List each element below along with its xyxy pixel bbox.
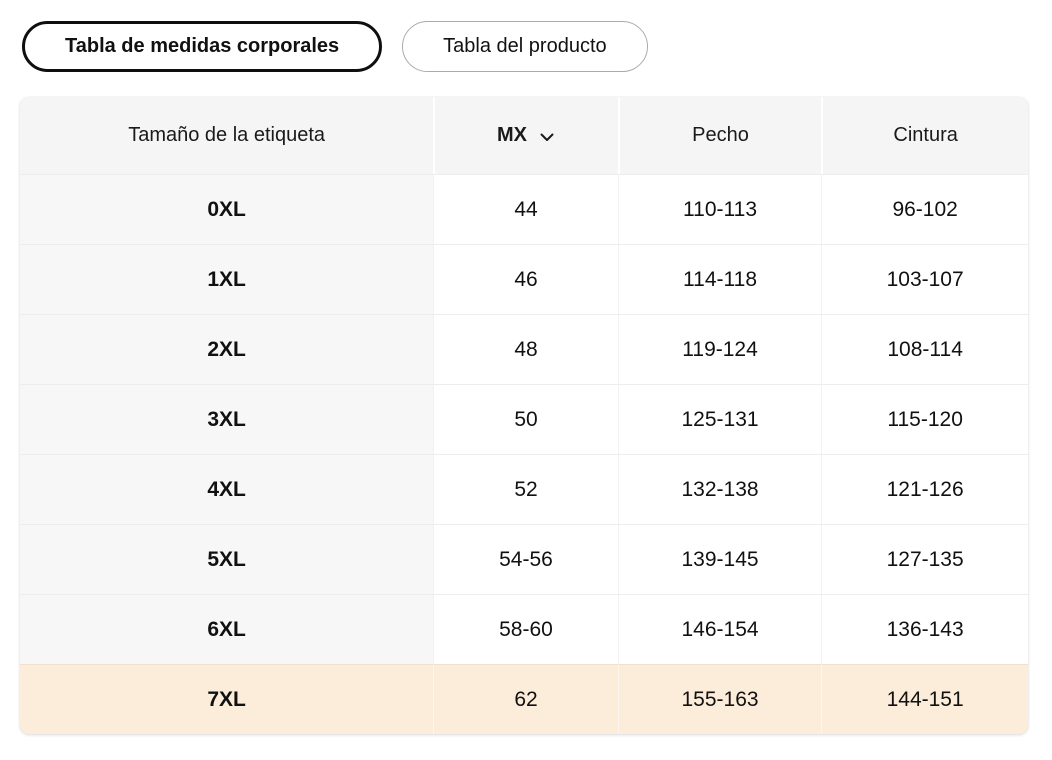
tab-body-measurements[interactable]: Tabla de medidas corporales bbox=[22, 21, 383, 72]
chest-value: 110-113 bbox=[617, 174, 822, 244]
chest-value: 139-145 bbox=[617, 524, 822, 594]
waist-value: 136-143 bbox=[821, 594, 1028, 664]
waist-value: 103-107 bbox=[821, 244, 1028, 314]
chest-value: 119-124 bbox=[617, 314, 822, 384]
table-row-4xl: 4XL 52 132-138 121-126 bbox=[20, 454, 1028, 524]
mx-value: 46 bbox=[433, 244, 618, 314]
table-row-7xl-highlighted: 7XL 62 155-163 144-151 bbox=[20, 664, 1028, 734]
waist-value: 108-114 bbox=[821, 314, 1028, 384]
column-header-label-size: Tamaño de la etiqueta bbox=[20, 97, 434, 174]
size-label: 6XL bbox=[20, 594, 434, 664]
mx-value: 62 bbox=[433, 664, 618, 734]
size-label: 1XL bbox=[20, 244, 434, 314]
chest-value: 132-138 bbox=[617, 454, 822, 524]
table-row-2xl: 2XL 48 119-124 108-114 bbox=[20, 314, 1028, 384]
table-row-0xl: 0XL 44 110-113 96-102 bbox=[20, 174, 1028, 244]
size-label: 0XL bbox=[20, 174, 434, 244]
waist-value: 127-135 bbox=[821, 524, 1028, 594]
waist-value: 121-126 bbox=[821, 454, 1028, 524]
size-label: 2XL bbox=[20, 314, 434, 384]
chest-value: 155-163 bbox=[617, 664, 822, 734]
mx-value: 50 bbox=[433, 384, 618, 454]
table-row-5xl: 5XL 54-56 139-145 127-135 bbox=[20, 524, 1028, 594]
mx-value: 54-56 bbox=[433, 524, 618, 594]
mx-value: 58-60 bbox=[433, 594, 618, 664]
chest-value: 114-118 bbox=[617, 244, 822, 314]
chest-value: 146-154 bbox=[617, 594, 822, 664]
chevron-down-icon bbox=[538, 128, 556, 146]
chest-value: 125-131 bbox=[617, 384, 822, 454]
size-chart-table: Tamaño de la etiqueta MX Pecho Cintura 0… bbox=[20, 97, 1028, 734]
waist-value: 96-102 bbox=[821, 174, 1028, 244]
column-header-waist: Cintura bbox=[821, 97, 1028, 174]
mx-value: 44 bbox=[433, 174, 618, 244]
mx-value: 48 bbox=[433, 314, 618, 384]
size-label: 4XL bbox=[20, 454, 434, 524]
size-label: 3XL bbox=[20, 384, 434, 454]
table-row-3xl: 3XL 50 125-131 115-120 bbox=[20, 384, 1028, 454]
size-system-selected-value: MX bbox=[496, 124, 527, 146]
column-header-chest: Pecho bbox=[617, 97, 822, 174]
table-row-6xl: 6XL 58-60 146-154 136-143 bbox=[20, 594, 1028, 664]
size-label: 5XL bbox=[20, 524, 434, 594]
size-chart-tabs: Tabla de medidas corporales Tabla del pr… bbox=[0, 0, 1052, 72]
size-system-dropdown[interactable]: MX bbox=[433, 97, 618, 174]
mx-value: 52 bbox=[433, 454, 618, 524]
waist-value: 115-120 bbox=[821, 384, 1028, 454]
waist-value: 144-151 bbox=[821, 664, 1028, 734]
tab-product-measurements[interactable]: Tabla del producto bbox=[402, 21, 648, 72]
table-header-row: Tamaño de la etiqueta MX Pecho Cintura bbox=[20, 97, 1028, 174]
table-row-1xl: 1XL 46 114-118 103-107 bbox=[20, 244, 1028, 314]
size-label: 7XL bbox=[20, 664, 434, 734]
